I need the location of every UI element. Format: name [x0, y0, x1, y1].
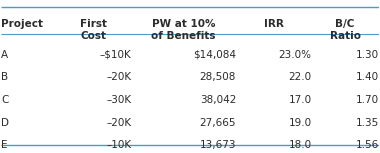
Text: –20K: –20K: [106, 72, 131, 82]
Text: 1.30: 1.30: [355, 50, 378, 60]
Text: 18.0: 18.0: [288, 140, 312, 150]
Text: B: B: [2, 72, 8, 82]
Text: 13,673: 13,673: [200, 140, 236, 150]
Text: –$10K: –$10K: [100, 50, 131, 60]
Text: 1.70: 1.70: [355, 95, 378, 105]
Text: 17.0: 17.0: [288, 95, 312, 105]
Text: 1.40: 1.40: [355, 72, 378, 82]
Text: C: C: [2, 95, 9, 105]
Text: First
Cost: First Cost: [80, 19, 107, 41]
Text: PW at 10%
of Benefits: PW at 10% of Benefits: [152, 19, 216, 41]
Text: 1.35: 1.35: [355, 118, 378, 128]
Text: Project: Project: [2, 19, 43, 29]
Text: $14,084: $14,084: [193, 50, 236, 60]
Text: 22.0: 22.0: [288, 72, 312, 82]
Text: –30K: –30K: [106, 95, 131, 105]
Text: –20K: –20K: [106, 118, 131, 128]
Text: B/C
Ratio: B/C Ratio: [329, 19, 361, 41]
Text: 1.56: 1.56: [355, 140, 378, 150]
Text: E: E: [2, 140, 8, 150]
Text: 27,665: 27,665: [200, 118, 236, 128]
Text: 19.0: 19.0: [288, 118, 312, 128]
Text: IRR: IRR: [264, 19, 284, 29]
Text: A: A: [2, 50, 8, 60]
Text: 23.0%: 23.0%: [279, 50, 312, 60]
Text: –10K: –10K: [106, 140, 131, 150]
Text: D: D: [2, 118, 10, 128]
Text: 38,042: 38,042: [200, 95, 236, 105]
Text: 28,508: 28,508: [200, 72, 236, 82]
